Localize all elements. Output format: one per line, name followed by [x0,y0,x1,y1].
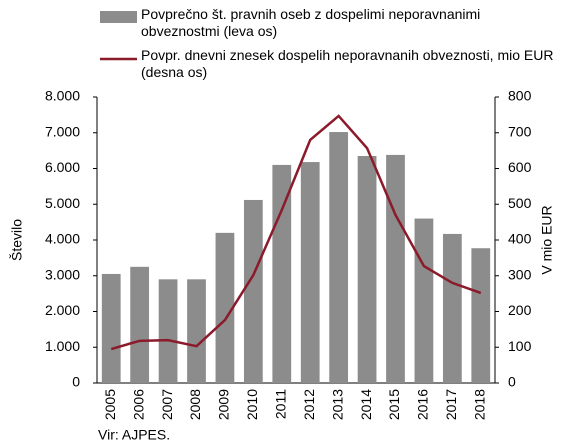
y2-tick-label: 100 [508,338,532,354]
y-tick-label: 3.000 [45,266,80,282]
y2-tick-label: 0 [508,374,516,390]
bar [414,218,434,383]
x-tick-label: 2012 [301,389,317,420]
x-tick-label: 2013 [329,389,345,420]
y-tick-label: 7.000 [45,123,80,139]
bar [357,155,377,383]
y-axis-label: Število [9,219,25,261]
legend-swatch-bar [100,11,137,23]
x-tick-label: 2017 [443,389,459,420]
bar [471,248,491,383]
y-tick-label: 8.000 [45,88,80,104]
x-tick-label: 2006 [130,389,146,420]
x-tick-label: 2010 [244,389,260,420]
x-tick-label: 2005 [102,389,118,420]
x-tick-label: 2018 [471,389,487,420]
line [110,114,482,351]
x-tick-label: 2014 [358,389,374,420]
bar [300,162,320,383]
legend-label: Povpr. dnevni znesek dospelih neporavnan… [141,47,554,80]
legend-label: Povprečno št. pravnih oseb z dospelimi n… [141,6,481,39]
x-tick-label: 2016 [415,389,431,420]
bar [243,199,263,383]
y-tick-label: 5.000 [45,195,80,211]
x-tick-label: 2008 [187,389,203,420]
y2-tick-label: 800 [508,88,532,104]
y-tick-label: 4.000 [45,231,80,247]
x-tick-label: 2009 [216,389,232,420]
y2-tick-label: 500 [508,195,532,211]
source: Vir: AJPES. [98,427,170,443]
x-tick-label: 2011 [272,389,288,419]
y-tick-label: 2.000 [45,302,80,318]
x-tick-label: 2007 [159,389,175,420]
y2-axis-label: V mio EUR [539,205,555,274]
bar [272,164,292,383]
y-tick-label: 1.000 [45,338,80,354]
bar [442,233,462,383]
bar [215,232,235,383]
bar [329,132,349,383]
y2-tick-label: 400 [508,231,532,247]
bar [158,279,178,383]
y-tick-label: 6.000 [45,159,80,175]
bar [101,273,121,383]
bar [130,266,150,383]
y2-tick-label: 600 [508,159,532,175]
y2-tick-label: 700 [508,123,532,139]
bar [187,279,206,383]
y2-tick-label: 200 [508,302,532,318]
x-tick-label: 2015 [386,389,402,420]
bar [386,154,405,383]
y2-tick-label: 300 [508,266,532,282]
y-tick-label: 0 [72,374,80,390]
